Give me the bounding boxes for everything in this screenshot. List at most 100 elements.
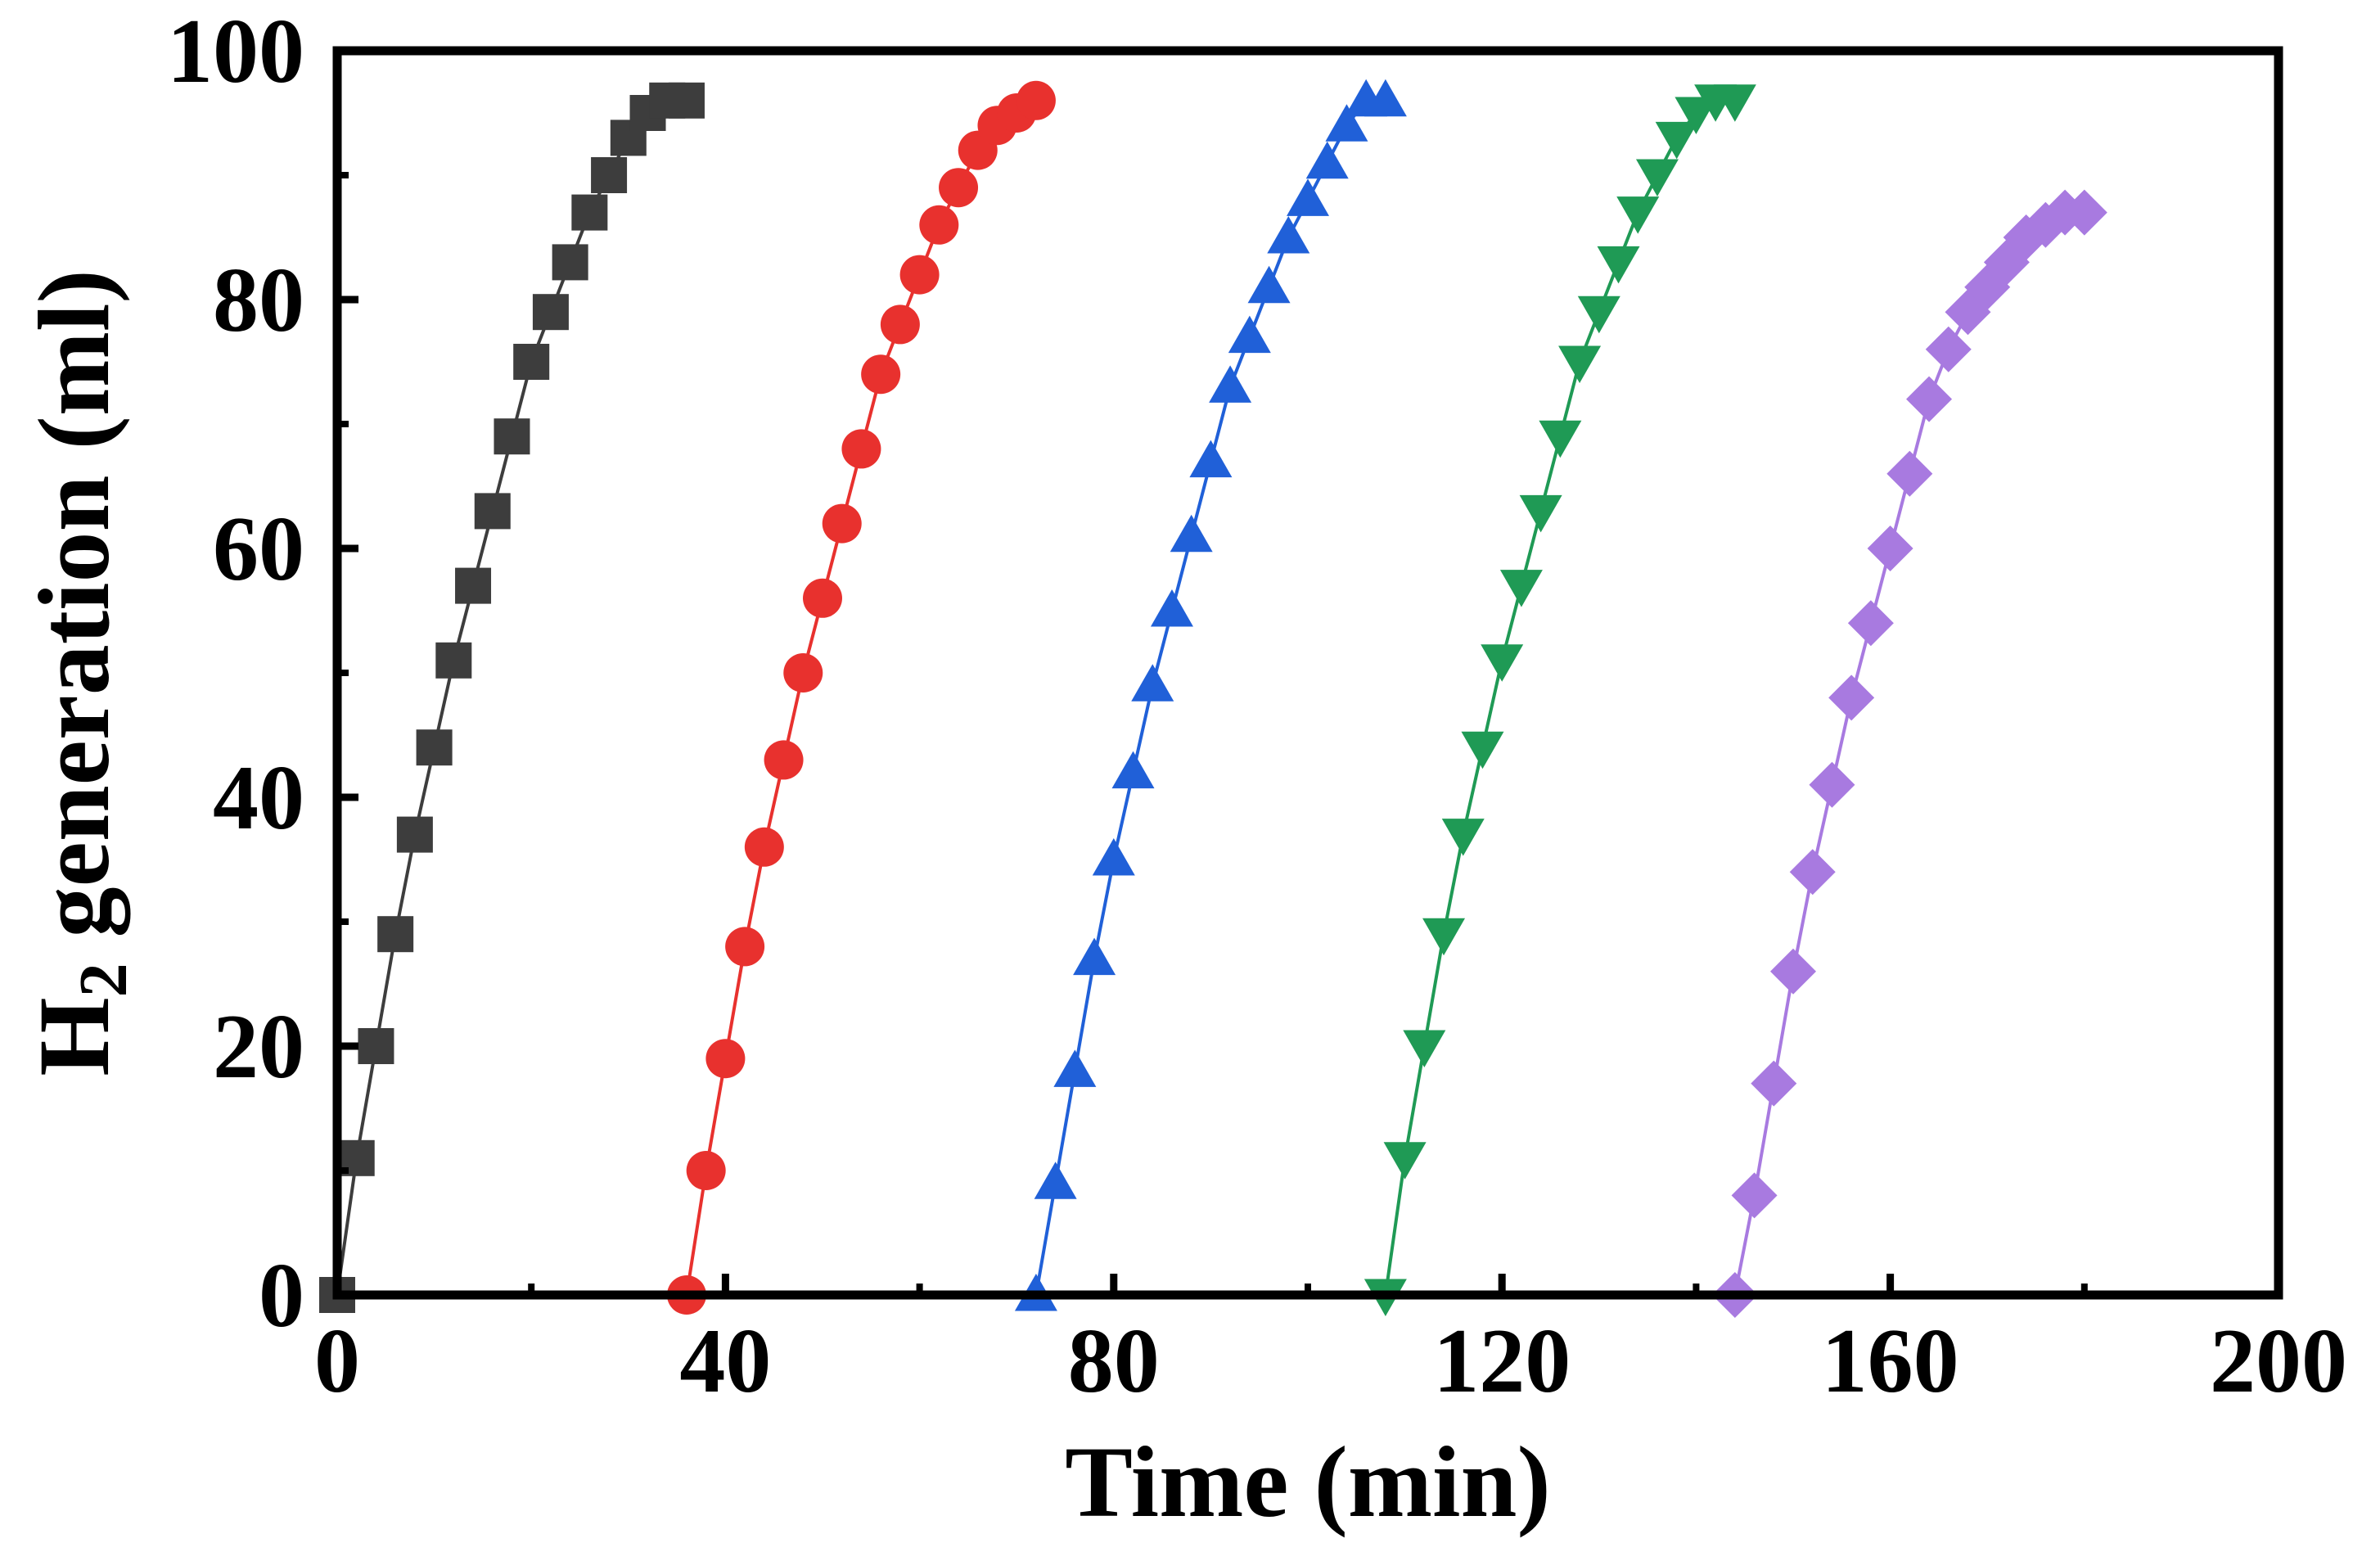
x-tick-label: 120: [1433, 1311, 1571, 1412]
data-point: [822, 503, 862, 544]
data-point: [1751, 1060, 1797, 1107]
data-point: [1828, 674, 1875, 721]
data-point: [1597, 246, 1640, 284]
data-point: [358, 1028, 394, 1064]
data-point: [2022, 201, 2069, 248]
data-point: [1499, 570, 1543, 607]
ticks-layer: [333, 47, 2283, 1299]
data-point: [861, 354, 901, 395]
data-point: [1092, 838, 1135, 876]
data-point: [1886, 450, 1933, 497]
data-point: [591, 157, 628, 193]
series-cycle-5: [1711, 189, 2107, 1318]
data-point: [513, 344, 550, 380]
data-point: [532, 294, 569, 331]
data-point: [803, 578, 842, 618]
series-line: [1383, 98, 1735, 1296]
data-point: [1713, 84, 1756, 122]
x-tick-label: 200: [2210, 1311, 2347, 1412]
data-point: [1053, 1049, 1097, 1087]
y-tick-label: 100: [167, 1, 304, 102]
data-point: [1481, 644, 1524, 682]
data-point: [1809, 761, 1855, 808]
data-point: [377, 916, 414, 953]
data-point: [1441, 819, 1485, 856]
data-point: [939, 168, 979, 208]
data-point: [1131, 664, 1174, 702]
y-axis-title-main: H: [18, 997, 130, 1076]
x-tick-label: 160: [1822, 1311, 1959, 1412]
series-cycle-2: [666, 80, 1056, 1315]
data-point: [1635, 159, 1679, 196]
data-point: [1539, 420, 1582, 458]
data-point: [1170, 514, 1213, 553]
data-point: [435, 642, 472, 679]
data-point: [1209, 365, 1252, 403]
x-axis-title: Time (min): [1065, 1426, 1551, 1538]
data-point: [416, 729, 453, 766]
y-axis-title: H2 generation (ml): [18, 269, 142, 1076]
data-point: [1789, 849, 1836, 896]
data-point: [1616, 196, 1660, 234]
data-point: [783, 653, 823, 693]
series-line: [336, 98, 687, 1296]
x-tick-label: 0: [314, 1311, 360, 1412]
data-point: [1558, 345, 1602, 383]
data-point: [725, 927, 765, 967]
data-point: [1016, 80, 1056, 120]
series-cycle-4: [1364, 84, 1756, 1316]
data-point: [1364, 79, 1407, 117]
data-point: [1655, 121, 1698, 160]
data-point: [1847, 600, 1894, 647]
data-point: [919, 205, 959, 245]
data-point: [1073, 937, 1116, 976]
data-point: [474, 493, 511, 530]
series-line: [1733, 210, 2085, 1296]
data-point: [1925, 326, 1972, 372]
data-point: [1867, 526, 1913, 571]
series-cycle-1: [319, 82, 705, 1313]
data-point: [705, 1039, 746, 1079]
data-point: [764, 740, 804, 780]
series-layer: [319, 79, 2107, 1318]
data-point: [1731, 1172, 1778, 1219]
tick-labels-layer: 0 40 80 120 160 200 0 20 40 60 80 100: [167, 1, 2347, 1412]
data-point: [2061, 189, 2107, 236]
y-tick-label: 20: [213, 996, 304, 1098]
y-tick-label: 80: [213, 250, 304, 351]
data-point: [1906, 376, 1953, 422]
data-point: [1305, 141, 1349, 179]
data-point: [1403, 1030, 1446, 1067]
data-point: [1267, 216, 1310, 254]
y-tick-label: 40: [213, 747, 304, 849]
data-point: [668, 82, 705, 119]
y-tick-label: 60: [213, 499, 304, 600]
data-point: [1422, 918, 1466, 956]
data-point: [1770, 948, 1816, 995]
y-axis-title-rest: generation (ml): [18, 269, 131, 963]
data-point: [1034, 1162, 1077, 1199]
data-point: [1228, 315, 1271, 354]
data-point: [1577, 296, 1620, 334]
y-tick-label: 0: [259, 1245, 304, 1347]
data-point: [744, 827, 784, 867]
series-line: [1034, 98, 1386, 1296]
data-point: [1383, 1142, 1427, 1180]
data-point: [1461, 731, 1504, 769]
data-point: [1287, 178, 1329, 216]
data-point: [571, 194, 608, 231]
data-point: [455, 567, 492, 604]
data-point: [1247, 265, 1291, 304]
data-point: [841, 429, 881, 469]
data-point: [880, 305, 920, 345]
data-point: [1150, 589, 1193, 627]
data-point: [1111, 751, 1155, 789]
x-tick-label: 80: [1068, 1311, 1160, 1412]
x-tick-label: 40: [679, 1311, 771, 1412]
data-point: [1519, 494, 1562, 533]
data-point: [396, 816, 433, 853]
series-cycle-3: [1014, 79, 1407, 1311]
plot-frame: [332, 46, 2283, 1300]
data-point: [494, 418, 530, 455]
